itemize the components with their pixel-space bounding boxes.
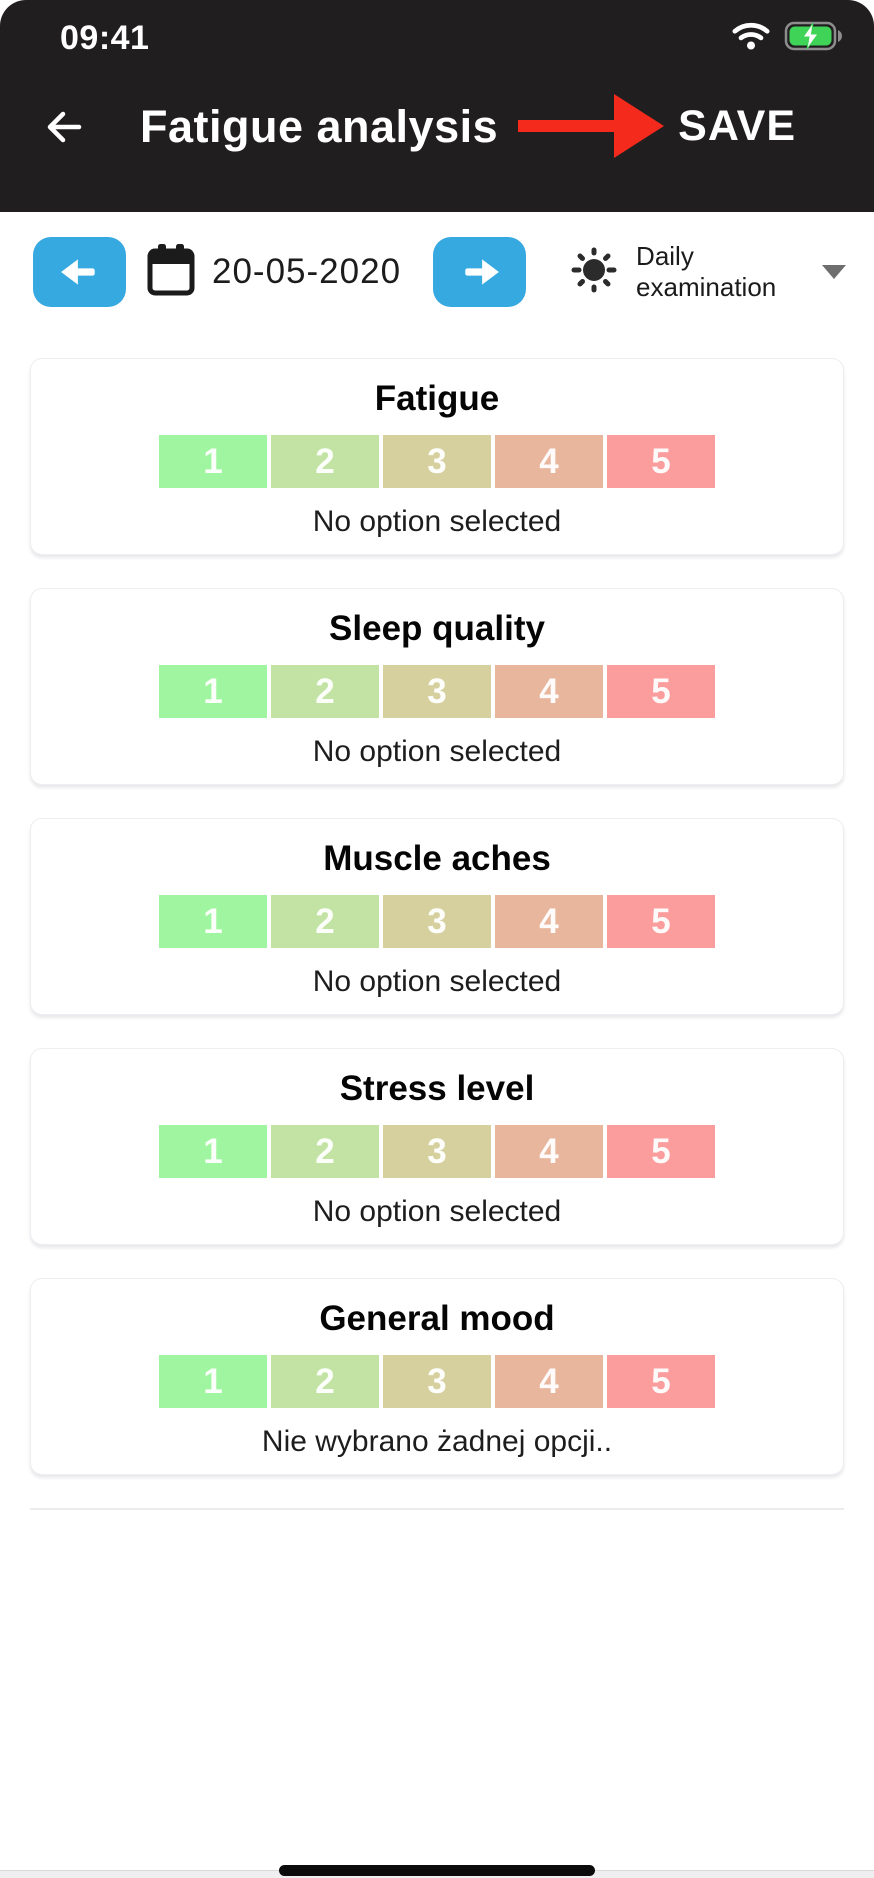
question-list: Fatigue 1 2 3 4 5 No option selected Sle… — [0, 332, 874, 1510]
rating-scale: 1 2 3 4 5 — [159, 435, 715, 488]
rating-option-1[interactable]: 1 — [159, 1125, 267, 1178]
rating-option-2[interactable]: 2 — [271, 1125, 379, 1178]
sun-icon — [566, 242, 622, 303]
question-title: Muscle aches — [323, 839, 551, 878]
rating-option-2[interactable]: 2 — [271, 1355, 379, 1408]
rating-option-1[interactable]: 1 — [159, 435, 267, 488]
home-indicator[interactable] — [279, 1865, 595, 1876]
exam-type-label: Daily examination — [636, 241, 777, 302]
selection-status: Nie wybrano żadnej opcji.. — [261, 1425, 613, 1458]
question-card-sleep-quality: Sleep quality 1 2 3 4 5 No option select… — [30, 588, 844, 785]
rating-option-4[interactable]: 4 — [495, 435, 603, 488]
question-card-fatigue: Fatigue 1 2 3 4 5 No option selected — [30, 358, 844, 555]
rating-option-4[interactable]: 4 — [495, 1125, 603, 1178]
rating-option-3[interactable]: 3 — [383, 895, 491, 948]
question-card-general-mood: General mood 1 2 3 4 5 Nie wybrano żadne… — [30, 1278, 844, 1475]
app-header: 09:41 — [0, 0, 874, 212]
rating-scale: 1 2 3 4 5 — [159, 895, 715, 948]
current-date-label: 20-05-2020 — [212, 252, 402, 291]
rating-option-1[interactable]: 1 — [159, 665, 267, 718]
page-title: Fatigue analysis — [140, 100, 499, 152]
rating-option-3[interactable]: 3 — [383, 665, 491, 718]
list-separator — [30, 1508, 844, 1510]
rating-option-1[interactable]: 1 — [159, 1355, 267, 1408]
save-button[interactable]: SAVE — [678, 102, 797, 150]
status-bar: 09:41 — [0, 0, 874, 60]
selection-status: No option selected — [312, 1195, 562, 1228]
question-card-muscle-aches: Muscle aches 1 2 3 4 5 No option selecte… — [30, 818, 844, 1015]
exam-type-dropdown[interactable]: Daily examination — [566, 241, 846, 303]
question-title: Fatigue — [374, 379, 500, 418]
next-day-button[interactable] — [433, 237, 527, 307]
caret-down-icon — [822, 265, 846, 279]
rating-option-3[interactable]: 3 — [383, 1125, 491, 1178]
question-title: General mood — [319, 1299, 555, 1338]
rating-option-3[interactable]: 3 — [383, 435, 491, 488]
rating-option-4[interactable]: 4 — [495, 895, 603, 948]
rating-option-5[interactable]: 5 — [607, 665, 715, 718]
rating-option-3[interactable]: 3 — [383, 1355, 491, 1408]
question-card-stress-level: Stress level 1 2 3 4 5 No option selecte… — [30, 1048, 844, 1245]
rating-option-5[interactable]: 5 — [607, 895, 715, 948]
rating-option-5[interactable]: 5 — [607, 1355, 715, 1408]
rating-scale: 1 2 3 4 5 — [159, 1355, 715, 1408]
selection-status: No option selected — [312, 735, 562, 768]
rating-option-4[interactable]: 4 — [495, 665, 603, 718]
rating-option-2[interactable]: 2 — [271, 665, 379, 718]
previous-day-button[interactable] — [33, 237, 126, 307]
rating-scale: 1 2 3 4 5 — [159, 1125, 715, 1178]
rating-option-1[interactable]: 1 — [159, 895, 267, 948]
battery-charging-icon — [784, 20, 844, 57]
rating-option-4[interactable]: 4 — [495, 1355, 603, 1408]
wifi-icon — [732, 21, 770, 56]
rating-option-2[interactable]: 2 — [271, 435, 379, 488]
back-button[interactable] — [38, 101, 90, 153]
question-title: Stress level — [339, 1069, 535, 1108]
rating-option-2[interactable]: 2 — [271, 895, 379, 948]
red-annotation-arrow-icon — [516, 90, 666, 167]
date-navigation: 20-05-2020 Daily examina — [0, 212, 874, 332]
question-title: Sleep quality — [329, 609, 545, 648]
selection-status: No option selected — [312, 505, 562, 538]
rating-option-5[interactable]: 5 — [607, 435, 715, 488]
rating-scale: 1 2 3 4 5 — [159, 665, 715, 718]
selection-status: No option selected — [312, 965, 562, 998]
calendar-icon[interactable] — [146, 242, 196, 303]
status-time: 09:41 — [60, 18, 150, 57]
rating-option-5[interactable]: 5 — [607, 1125, 715, 1178]
